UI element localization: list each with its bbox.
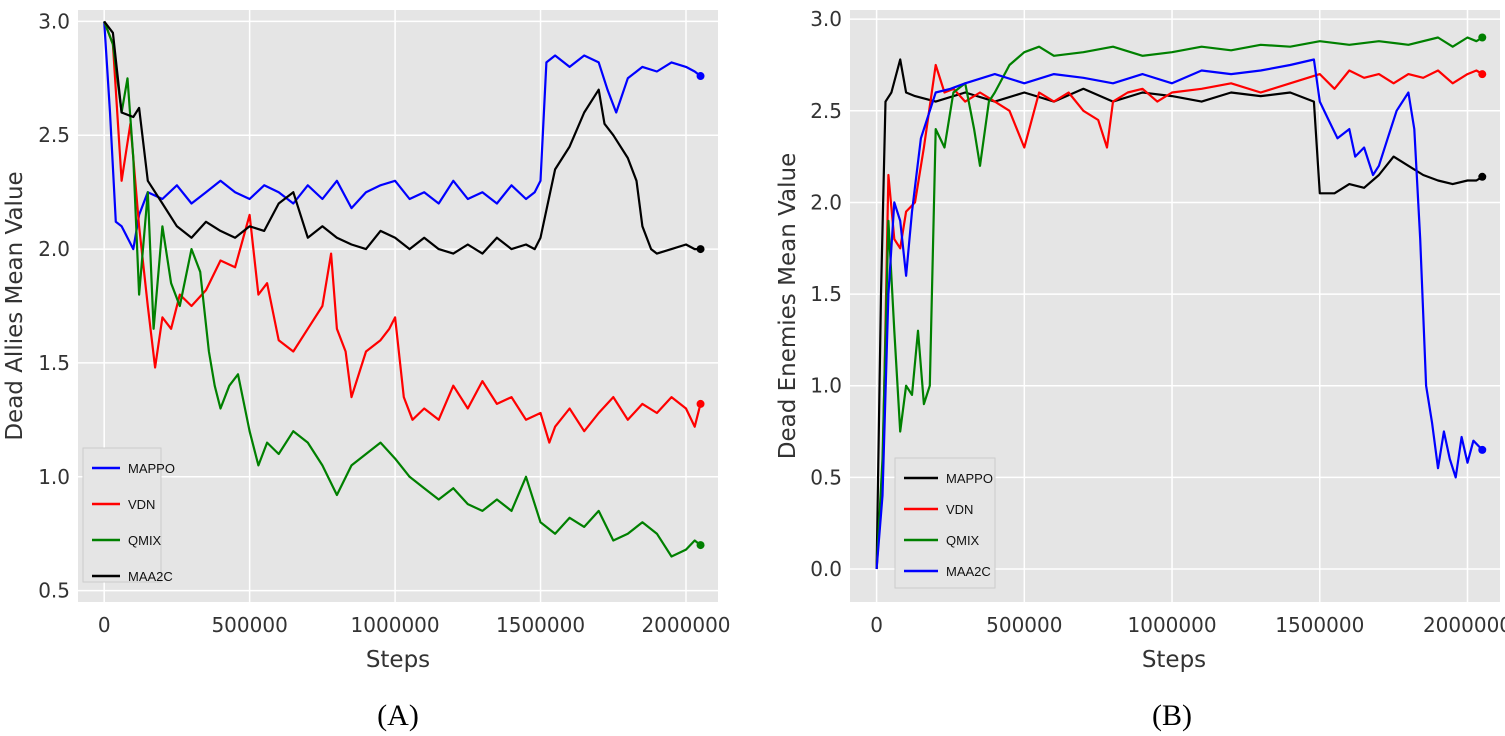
chart-b-y-tick-label: 0.0 <box>810 557 842 581</box>
chart-a-series-vdn-line <box>103 21 702 444</box>
chart-a-x-tick-label: 2000000 <box>641 613 730 637</box>
chart-b-y-tick-label: 2.0 <box>810 190 842 214</box>
chart-a-grid <box>78 10 718 602</box>
chart-b-legend-box <box>894 457 996 589</box>
chart-b-y-tick-label: 0.5 <box>810 465 842 489</box>
chart-b-series-mappo-end-marker <box>1478 172 1487 181</box>
chart-a: 0 500000 1000000 1500000 2000000 0.5 1.0 1.5 2.… <box>2 9 731 732</box>
chart-a-legend-label-mappo: MAPPO <box>128 461 175 476</box>
chart-b-x-tick-label: 1500000 <box>1275 613 1364 637</box>
chart-b-legend-label-mappo: MAPPO <box>946 471 993 486</box>
chart-a-y-tick-label: 2.0 <box>38 237 70 261</box>
chart-b-x-axis-label: Steps <box>1142 647 1206 673</box>
chart-a-legend-label-vdn: VDN <box>128 497 155 512</box>
chart-b-series-maa2c-line <box>875 58 1484 570</box>
chart-b-y-tick-label: 2.5 <box>810 99 842 123</box>
chart-a-x-tick-label: 500000 <box>211 613 287 637</box>
chart-b-y-tick-label: 1.0 <box>810 374 842 398</box>
chart-b-y-ticks: 0.0 0.5 1.0 1.5 2.0 2.5 3.0 <box>810 7 842 581</box>
chart-b: 0 500000 1000000 1500000 2000000 0.0 0.5 1.0 1.… <box>775 7 1505 732</box>
chart-b-y-tick-label: 3.0 <box>810 7 842 31</box>
chart-b-x-ticks: 0 500000 1000000 1500000 2000000 <box>870 613 1505 637</box>
chart-b-x-tick-label: 1000000 <box>1128 613 1217 637</box>
chart-b-x-tick-label: 0 <box>870 613 883 637</box>
chart-a-legend: MAPPO VDN QMIX MAA2C <box>82 447 175 584</box>
chart-b-caption: (B) <box>1152 699 1192 732</box>
chart-a-y-tick-label: 0.5 <box>38 579 70 603</box>
chart-a-series-qmix-end-marker <box>696 541 705 550</box>
chart-b-series-qmix-end-marker <box>1478 33 1487 42</box>
chart-a-legend-label-qmix: QMIX <box>128 533 162 548</box>
chart-b-y-axis-label: Dead Enemies Mean Value <box>775 153 801 460</box>
chart-a-x-tick-label: 0 <box>98 613 111 637</box>
chart-b-series-vdn-end-marker <box>1478 70 1487 79</box>
chart-b-series-vdn-line <box>875 63 1483 570</box>
chart-a-series-mappo-line <box>103 21 702 251</box>
chart-a-y-tick-label: 1.5 <box>38 351 70 375</box>
chart-b-series-maa2c-end-marker <box>1478 445 1487 454</box>
chart-a-legend-box <box>82 447 162 583</box>
chart-a-series-qmix-line <box>103 21 702 558</box>
chart-a-x-tick-label: 1000000 <box>351 613 440 637</box>
chart-a-y-axis-label: Dead Allies Mean Value <box>2 171 28 440</box>
chart-b-series <box>875 33 1487 570</box>
chart-b-legend-label-vdn: VDN <box>946 502 973 517</box>
chart-a-series-vdn-end-marker <box>696 399 705 408</box>
chart-a-y-tick-label: 3.0 <box>38 9 70 33</box>
chart-a-x-ticks: 0 500000 1000000 1500000 2000000 <box>98 613 731 637</box>
chart-a-y-ticks: 0.5 1.0 1.5 2.0 2.5 3.0 <box>38 9 70 602</box>
chart-b-legend-label-maa2c: MAA2C <box>946 564 991 579</box>
chart-a-x-tick-label: 1500000 <box>496 613 585 637</box>
chart-a-series-maa2c-line <box>103 20 701 255</box>
chart-b-series-qmix-line <box>875 36 1483 570</box>
chart-b-legend: MAPPO VDN QMIX MAA2C <box>894 457 996 589</box>
chart-b-x-tick-label: 500000 <box>986 613 1062 637</box>
chart-a-series-mappo-end-marker <box>696 72 705 81</box>
chart-b-legend-label-qmix: QMIX <box>946 533 980 548</box>
chart-a-legend-label-maa2c: MAA2C <box>128 569 173 584</box>
chart-a-y-tick-label: 2.5 <box>38 123 70 147</box>
chart-a-plot-background <box>78 10 718 602</box>
chart-b-x-tick-label: 2000000 <box>1423 613 1505 637</box>
chart-a-x-axis-label: Steps <box>366 647 430 673</box>
chart-a-series-maa2c-end-marker <box>696 245 705 254</box>
chart-a-series <box>103 20 705 558</box>
chart-b-y-tick-label: 1.5 <box>810 282 842 306</box>
chart-a-caption: (A) <box>377 699 419 732</box>
chart-a-y-tick-label: 1.0 <box>38 465 70 489</box>
